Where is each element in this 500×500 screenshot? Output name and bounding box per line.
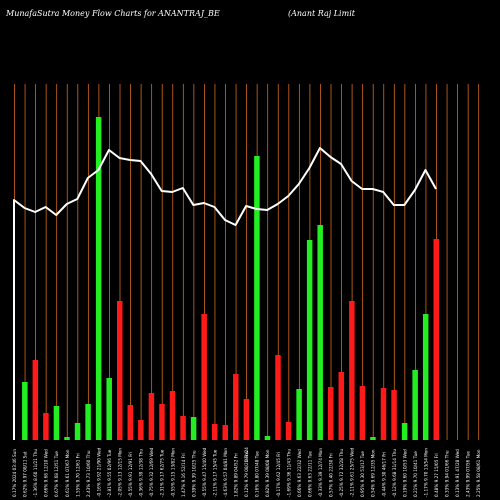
bar [127, 405, 134, 440]
x-tick-label: -2.11% 9.61 25/75 Wed [350, 447, 355, 497]
bar [138, 420, 144, 440]
bar [32, 360, 39, 440]
bar [296, 389, 302, 440]
chart-title: MunafaSutra Money Flow Charts for ANANTR… [6, 9, 220, 18]
bar [275, 355, 281, 440]
x-tick-label: -2.81% 9.55 02/96 Tue [107, 449, 112, 497]
bar [412, 370, 418, 440]
bar [306, 240, 313, 440]
bar [74, 423, 81, 440]
bar [370, 437, 376, 440]
x-tick-label: 0.61% 9.61 07/67 Mon [65, 449, 70, 497]
bar [106, 378, 112, 440]
bar [43, 413, 49, 440]
bar [190, 417, 197, 440]
x-tick-label: 0.67% 9.68 12/51 Tue [54, 451, 59, 497]
x-tick-label: -0.75% 9.32 12/69 Wed [149, 447, 154, 497]
bar [338, 372, 345, 440]
bars [22, 117, 439, 440]
x-tick-label: -1.17% 9.70 13/54 Mon [423, 448, 428, 497]
x-tick-label: 0.19% 9.60 10/53 Wed [402, 449, 407, 497]
bar [180, 416, 186, 440]
x-tick-label: 2.43% 9.73 10/60 Thu [86, 450, 91, 497]
bar [22, 382, 28, 440]
x-tick-label: 0.21% 9.70 10/41 Tue [413, 451, 418, 497]
bar [264, 436, 271, 440]
bar [349, 301, 355, 440]
bar [254, 156, 260, 440]
bar [401, 423, 408, 440]
x-tick-label: -1.69% 9.36 11/43 Thu [286, 449, 291, 497]
x-tick-label: 2.43% 9.99 07/56 Tue [466, 451, 471, 497]
x-tick-label: -0.25% 9.72 32/28 Thu [339, 449, 344, 497]
bar [422, 314, 429, 440]
x-tick-labels: 0.17% 2024 03:46 Sun 0.62% 9.97 08/11 Sat… [12, 447, 481, 497]
x-tick-label: -0.17% 9.62 12/45 Fri [276, 452, 281, 497]
x-tick-label: 0.12% 9.79 08/21 Thu [244, 450, 249, 497]
x-tick-label: 0.66% 9.68 12/10 Wed [44, 449, 49, 497]
x-tick-label: 2.25% 9.58 08/61 Mon [476, 449, 481, 497]
x-tick-label: -0.12% 9.68 31/14 Thu [392, 449, 397, 497]
x-tick-label: 1.82% 9.89 04/52 Fri [234, 453, 239, 497]
chart-subtitle: (Anant Raj Limit [288, 9, 355, 18]
bar [148, 393, 155, 440]
x-tick-label: 0.82% 9.39 08/08 Mon [265, 449, 270, 497]
x-tick-label: 0.66% 9.63 22/11 Tue [307, 451, 312, 497]
x-tick-label: -0.33% 9.39 12/74 Mon [318, 448, 323, 497]
x-tick-label: 0.66% 9.63 22/32 Wed [297, 449, 302, 497]
bar [85, 404, 91, 440]
money-flow-line [13, 147, 437, 440]
x-tick-label: -2.05% 9.13 12/15 Mon [118, 448, 123, 497]
bar [317, 225, 323, 440]
bar [285, 422, 292, 440]
x-tick-label: -4.63% 9.57 04/81 Mon [223, 448, 228, 497]
x-tick-label: -1.36% 8.60 11/21 Thu [33, 449, 38, 497]
x-tick-label: 0.48% 9.27 15/05 Fri [434, 453, 439, 497]
date-axis-marker: Dec/24 [244, 447, 249, 462]
x-tick-label: -0.36% 9.39 12/38 Thu [139, 449, 144, 497]
x-tick-label: 0.54% 9.69 12/35 Mon [371, 449, 376, 497]
bar [201, 314, 207, 440]
bar [169, 391, 176, 440]
x-tick-label: 0.62% 9.97 08/11 Sat [23, 451, 28, 497]
bar [64, 437, 70, 440]
x-tick-label: -0.44% 9.30 46/17 Fri [381, 452, 386, 497]
x-tick-label: 1.47% 9.16 52/14 Fri [181, 453, 186, 497]
x-tick-label: 0.39% 9.39 10/25 Thu [191, 450, 196, 497]
bar [222, 425, 228, 440]
x-tick-label: -0.55% 9.47 15/40 Wed [202, 447, 207, 497]
x-tick-label: 0.57% 9.40 22/30 Fri [329, 453, 334, 497]
bar [233, 374, 239, 440]
x-tick-label: 0.95% 9.30 53/17 Tue [360, 451, 365, 497]
x-tick-label: 0.33% 9.94 01/66 Thu [445, 450, 450, 497]
bar [117, 301, 123, 440]
x-tick-label: 0.17% 2024 03:46 Sun [12, 449, 17, 497]
bar [95, 117, 102, 440]
x-tick-label: -0.16% 9.92 21/90 Wed [96, 447, 101, 497]
bar [328, 387, 334, 440]
x-tick-label: -2.11% 9.17 15/45 Tue [212, 449, 217, 497]
bar [359, 386, 366, 440]
bar [159, 404, 165, 440]
x-tick-label: 1.55% 9.70 12/61 Fri [75, 453, 80, 497]
x-tick-label: -2.31% 9.17 62/75 Tue [160, 449, 165, 497]
bar [380, 388, 387, 440]
bar [211, 424, 218, 440]
x-tick-label: -0.55% 9.15 13/82 Mon [170, 448, 175, 497]
bar [433, 239, 439, 440]
x-tick-label: 0.16% 9.80 07/48 Tue [255, 451, 260, 497]
x-tick-label: 0.13% 9.91 47/28 Wed [455, 449, 460, 497]
bar [391, 390, 397, 440]
x-tick-label: -0.55% 9.91 12/91 Fri [128, 452, 133, 497]
bar [53, 406, 60, 440]
bar [243, 399, 250, 440]
grid-lines [14, 84, 480, 440]
